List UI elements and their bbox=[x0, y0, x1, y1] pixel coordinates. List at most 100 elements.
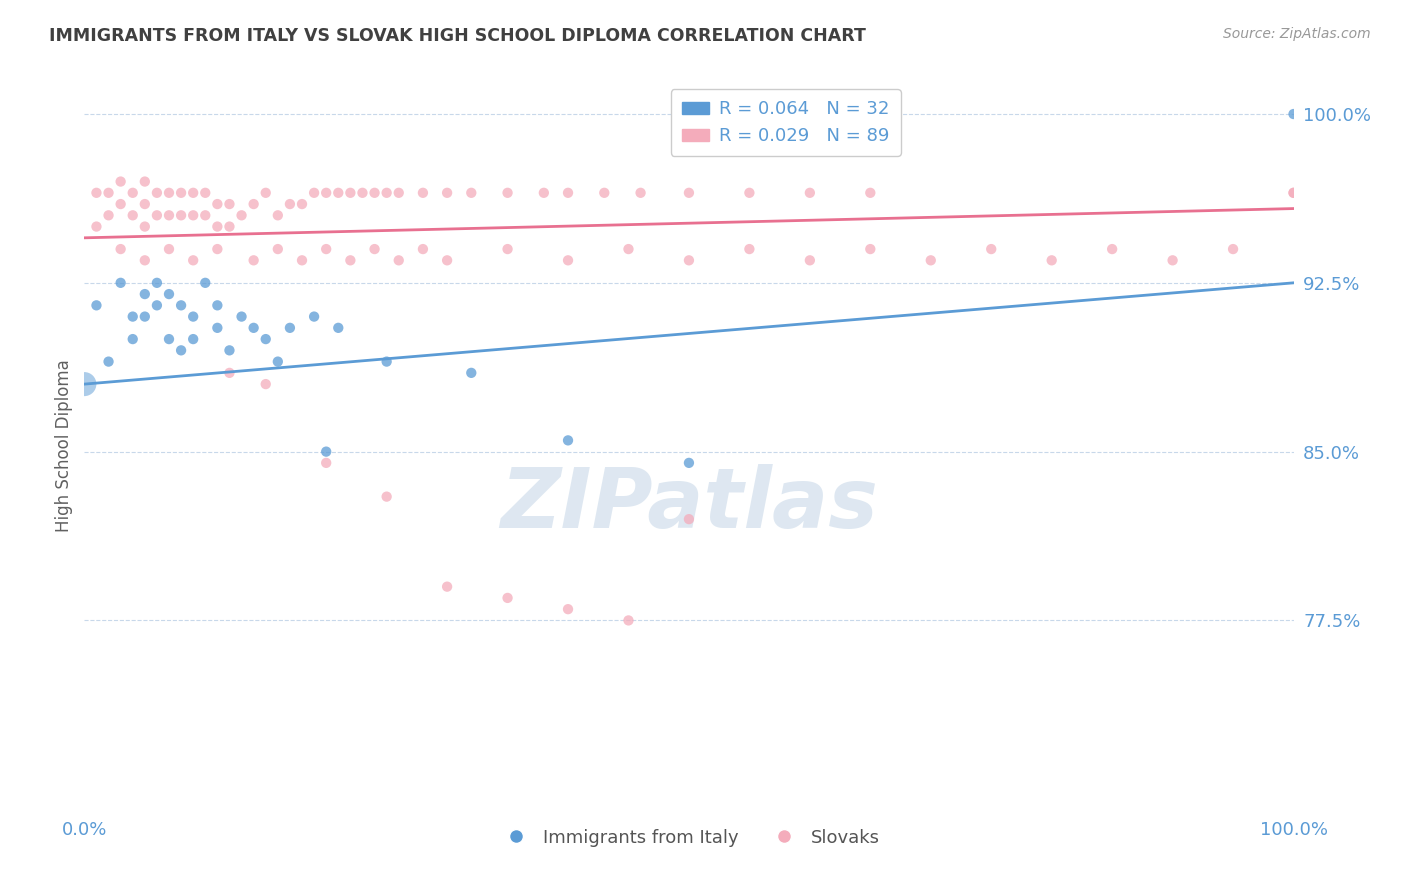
Point bbox=[1282, 186, 1305, 200]
Point bbox=[218, 219, 240, 234]
Point bbox=[315, 186, 337, 200]
Point bbox=[920, 253, 942, 268]
Point bbox=[267, 354, 290, 368]
Point bbox=[375, 354, 398, 368]
Point bbox=[207, 197, 229, 211]
Point bbox=[207, 321, 229, 335]
Point bbox=[146, 208, 169, 222]
Point bbox=[278, 197, 301, 211]
Point bbox=[388, 253, 411, 268]
Point bbox=[388, 186, 411, 200]
Point bbox=[1282, 186, 1305, 200]
Point bbox=[363, 242, 385, 256]
Point bbox=[328, 321, 350, 335]
Point bbox=[181, 310, 204, 324]
Point bbox=[121, 208, 143, 222]
Point bbox=[1101, 242, 1123, 256]
Point bbox=[231, 310, 253, 324]
Point bbox=[738, 242, 761, 256]
Point bbox=[328, 186, 350, 200]
Point bbox=[242, 253, 264, 268]
Point bbox=[110, 175, 132, 189]
Point bbox=[242, 197, 264, 211]
Point bbox=[315, 456, 337, 470]
Point bbox=[339, 186, 361, 200]
Point bbox=[181, 332, 204, 346]
Point bbox=[533, 186, 555, 200]
Point bbox=[617, 614, 640, 628]
Point bbox=[134, 287, 156, 301]
Point bbox=[496, 186, 519, 200]
Point bbox=[630, 186, 652, 200]
Point bbox=[121, 332, 143, 346]
Point bbox=[170, 343, 193, 358]
Point bbox=[218, 366, 240, 380]
Point bbox=[181, 186, 204, 200]
Point bbox=[110, 276, 132, 290]
Point bbox=[170, 208, 193, 222]
Point bbox=[121, 186, 143, 200]
Point bbox=[218, 343, 240, 358]
Point bbox=[678, 253, 700, 268]
Point bbox=[267, 242, 290, 256]
Point bbox=[134, 197, 156, 211]
Point bbox=[254, 377, 277, 392]
Point bbox=[170, 186, 193, 200]
Point bbox=[110, 197, 132, 211]
Point bbox=[157, 242, 180, 256]
Point bbox=[460, 366, 482, 380]
Point bbox=[181, 208, 204, 222]
Point bbox=[207, 242, 229, 256]
Point bbox=[207, 219, 229, 234]
Point bbox=[231, 208, 253, 222]
Point bbox=[315, 242, 337, 256]
Point bbox=[678, 512, 700, 526]
Point bbox=[97, 354, 120, 368]
Point bbox=[170, 298, 193, 312]
Point bbox=[436, 580, 458, 594]
Point bbox=[412, 186, 434, 200]
Point bbox=[157, 332, 180, 346]
Point bbox=[375, 186, 398, 200]
Point bbox=[110, 242, 132, 256]
Point bbox=[291, 253, 314, 268]
Point bbox=[157, 287, 180, 301]
Point bbox=[799, 186, 821, 200]
Point bbox=[207, 298, 229, 312]
Point bbox=[194, 186, 217, 200]
Point bbox=[352, 186, 374, 200]
Point bbox=[97, 186, 120, 200]
Point bbox=[157, 186, 180, 200]
Point bbox=[436, 253, 458, 268]
Point bbox=[859, 242, 882, 256]
Point bbox=[134, 253, 156, 268]
Text: Source: ZipAtlas.com: Source: ZipAtlas.com bbox=[1223, 27, 1371, 41]
Point bbox=[617, 242, 640, 256]
Point bbox=[375, 490, 398, 504]
Point bbox=[1040, 253, 1063, 268]
Point bbox=[412, 242, 434, 256]
Point bbox=[146, 298, 169, 312]
Point bbox=[859, 186, 882, 200]
Point bbox=[73, 377, 96, 392]
Point bbox=[436, 186, 458, 200]
Point bbox=[460, 186, 482, 200]
Point bbox=[86, 298, 108, 312]
Point bbox=[1222, 242, 1244, 256]
Text: IMMIGRANTS FROM ITALY VS SLOVAK HIGH SCHOOL DIPLOMA CORRELATION CHART: IMMIGRANTS FROM ITALY VS SLOVAK HIGH SCH… bbox=[49, 27, 866, 45]
Point bbox=[278, 321, 301, 335]
Point bbox=[557, 253, 579, 268]
Point bbox=[254, 186, 277, 200]
Point bbox=[134, 219, 156, 234]
Point bbox=[302, 186, 325, 200]
Point bbox=[86, 186, 108, 200]
Point bbox=[1161, 253, 1184, 268]
Point bbox=[254, 332, 277, 346]
Point bbox=[315, 444, 337, 458]
Point bbox=[146, 276, 169, 290]
Point bbox=[134, 310, 156, 324]
Y-axis label: High School Diploma: High School Diploma bbox=[55, 359, 73, 533]
Point bbox=[496, 242, 519, 256]
Point bbox=[157, 208, 180, 222]
Point bbox=[194, 208, 217, 222]
